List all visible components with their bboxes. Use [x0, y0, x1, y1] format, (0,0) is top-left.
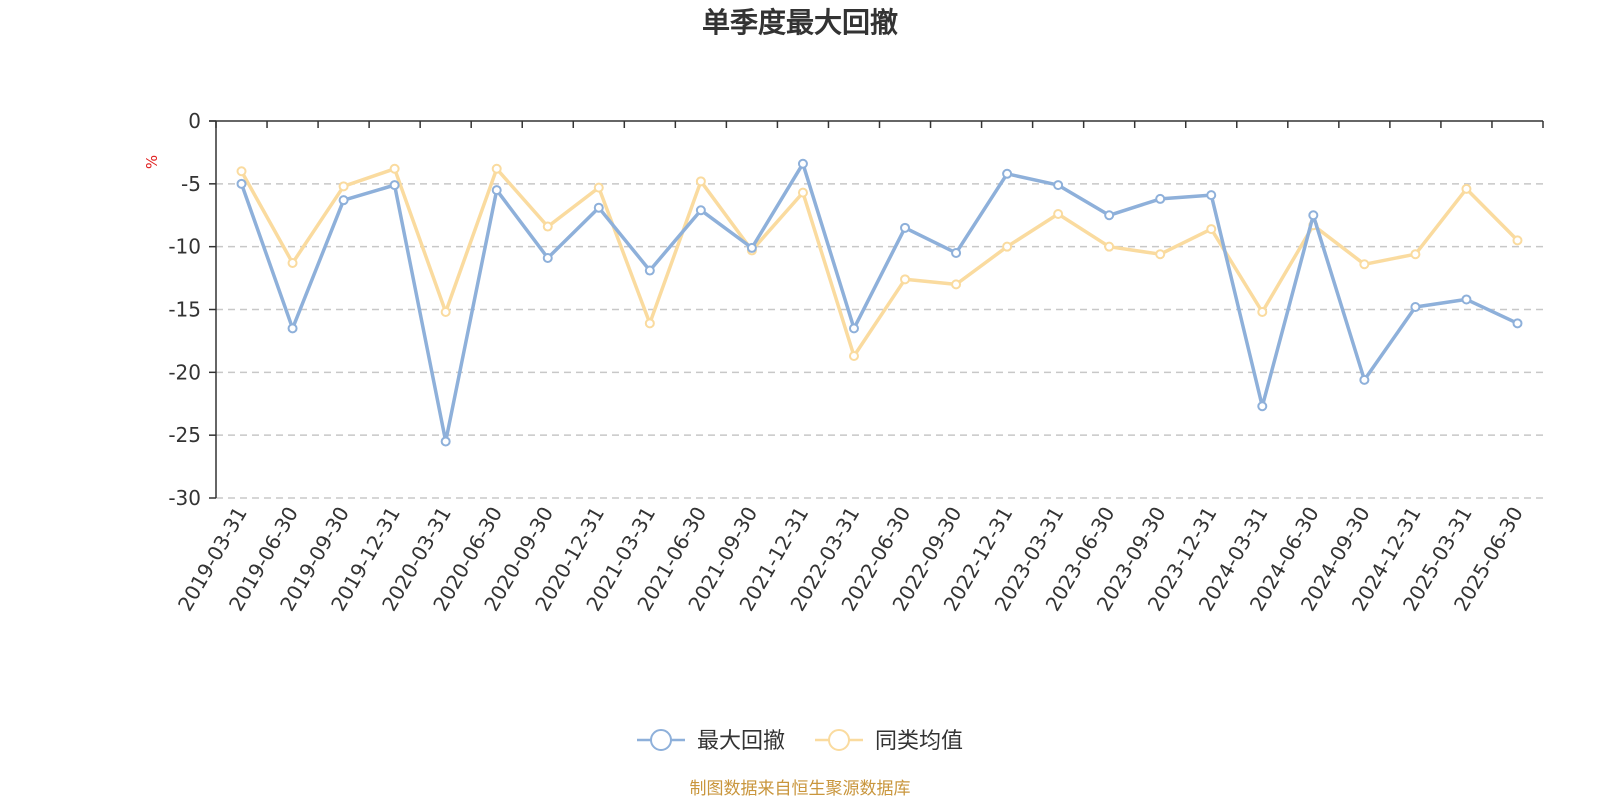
legend-circle-icon — [650, 729, 672, 751]
data-point[interactable] — [593, 182, 604, 193]
data-point[interactable] — [1308, 210, 1319, 221]
data-point[interactable] — [1461, 183, 1472, 194]
data-point[interactable] — [746, 242, 757, 253]
series-2 — [236, 163, 1523, 361]
data-point[interactable] — [644, 265, 655, 276]
series-line — [239, 167, 1519, 358]
data-point[interactable] — [389, 163, 400, 174]
data-point[interactable] — [1410, 249, 1421, 260]
data-point[interactable] — [1155, 249, 1166, 260]
y-axis-unit-label: % — [143, 155, 161, 169]
data-point[interactable] — [1512, 235, 1523, 246]
y-tick-label: 0 — [188, 109, 201, 133]
axes — [209, 120, 1544, 499]
data-point[interactable] — [900, 274, 911, 285]
data-point[interactable] — [1512, 318, 1523, 329]
data-point[interactable] — [695, 176, 706, 187]
data-point[interactable] — [1002, 168, 1013, 179]
data-point[interactable] — [1053, 180, 1064, 191]
data-point[interactable] — [440, 307, 451, 318]
legend-label-series-2: 同类均值 — [875, 729, 963, 754]
data-point[interactable] — [236, 166, 247, 177]
data-point[interactable] — [1257, 307, 1268, 318]
data-point[interactable] — [542, 221, 553, 232]
series-1 — [236, 158, 1523, 447]
data-point[interactable] — [1461, 294, 1472, 305]
data-point[interactable] — [951, 247, 962, 258]
series-lines — [236, 158, 1523, 447]
data-point[interactable] — [491, 185, 502, 196]
data-point[interactable] — [1206, 190, 1217, 201]
data-point[interactable] — [491, 163, 502, 174]
y-tick-label: -25 — [168, 423, 201, 447]
data-point[interactable] — [900, 222, 911, 233]
data-point[interactable] — [1257, 401, 1268, 412]
data-point[interactable] — [440, 436, 451, 447]
y-tick-label: -10 — [168, 235, 201, 259]
data-point[interactable] — [1206, 224, 1217, 235]
data-point[interactable] — [848, 323, 859, 334]
data-point[interactable] — [236, 178, 247, 189]
chart-title: 单季度最大回撤 — [702, 6, 898, 39]
data-point[interactable] — [1002, 241, 1013, 252]
data-point[interactable] — [542, 252, 553, 263]
data-point[interactable] — [389, 180, 400, 191]
data-point[interactable] — [338, 195, 349, 206]
data-point[interactable] — [287, 323, 298, 334]
data-point[interactable] — [644, 318, 655, 329]
legend[interactable]: 最大回撤 同类均值 — [637, 729, 963, 754]
legend-label-series-1: 最大回撤 — [697, 729, 785, 754]
y-tick-label: -5 — [181, 172, 201, 196]
data-source-note: 制图数据来自恒生聚源数据库 — [690, 779, 911, 799]
data-point[interactable] — [287, 258, 298, 269]
data-point[interactable] — [1104, 241, 1115, 252]
data-point[interactable] — [338, 181, 349, 192]
data-point[interactable] — [1155, 193, 1166, 204]
data-point[interactable] — [797, 187, 808, 198]
y-tick-label: -30 — [168, 486, 201, 510]
y-tick-labels: 0 -5 -10 -15 -20 -25 -30 — [168, 109, 201, 510]
grid-lines — [216, 183, 1543, 499]
y-tick-label: -15 — [168, 298, 201, 322]
x-tick-labels: 2019-03-312019-06-302019-09-302019-12-31… — [173, 502, 1528, 615]
data-point[interactable] — [848, 350, 859, 361]
y-tick-label: -20 — [168, 360, 201, 384]
legend-item-series-1[interactable]: 最大回撤 — [637, 729, 785, 754]
legend-circle-icon — [828, 729, 850, 751]
data-point[interactable] — [951, 279, 962, 290]
data-point[interactable] — [797, 158, 808, 169]
series-line — [239, 161, 1519, 444]
data-point[interactable] — [1359, 259, 1370, 270]
data-point[interactable] — [695, 205, 706, 216]
data-point[interactable] — [1410, 301, 1421, 312]
data-point[interactable] — [1053, 208, 1064, 219]
legend-item-series-2[interactable]: 同类均值 — [815, 729, 963, 754]
data-point[interactable] — [593, 202, 604, 213]
data-point[interactable] — [1104, 210, 1115, 221]
data-point[interactable] — [1359, 374, 1370, 385]
